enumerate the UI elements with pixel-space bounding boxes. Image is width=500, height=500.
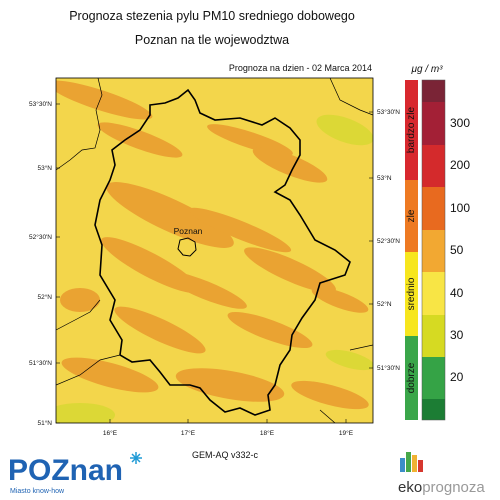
lat-label-left: 53°N: [37, 164, 52, 172]
lat-label-right: 53°30'N: [377, 108, 400, 116]
lat-label-left: 53°30'N: [29, 100, 52, 108]
legend-level: 300: [450, 116, 470, 130]
legend-level: 30: [450, 328, 464, 342]
legend-level: 40: [450, 286, 464, 300]
legend-level: 100: [450, 201, 470, 215]
lat-label-left: 51°N: [37, 419, 52, 427]
title: Prognoza stezenia pylu PM10 sredniego do…: [69, 9, 355, 23]
legend-category: bardzo zle: [406, 106, 417, 153]
legend-category: srednio: [406, 277, 417, 310]
lon-label: 16°E: [103, 429, 118, 437]
legend-category: zle: [406, 209, 417, 222]
lat-label-right: 51°30'N: [377, 364, 400, 372]
subtitle: Poznan na tle wojewodztwa: [135, 33, 289, 47]
brand-prefix: eko: [398, 479, 422, 496]
brand-suffix: prognoza: [422, 479, 485, 496]
lat-label-left: 52°N: [37, 293, 52, 301]
map-field: [56, 78, 373, 423]
brand-logo: ekoprognoza: [398, 479, 485, 496]
city-logo: POZnan: [8, 454, 123, 487]
legend-unit: μg / m³: [410, 64, 443, 75]
legend-scale-bar: [421, 79, 446, 421]
lat-label-right: 53°N: [377, 174, 392, 182]
legend-level: 20: [450, 370, 464, 384]
model-label: GEM-AQ v332-c: [192, 450, 259, 460]
legend-level: 200: [450, 158, 470, 172]
forecast-date: Prognoza na dzien - 02 Marca 2014: [229, 63, 372, 73]
lon-label: 19°E: [339, 429, 354, 437]
city-slogan: Miasto know-how: [10, 488, 65, 495]
logo-star: [130, 452, 142, 464]
lat-label-right: 52°N: [377, 300, 392, 308]
city-label: Poznan: [174, 226, 203, 236]
legend-level: 50: [450, 243, 464, 257]
map-frame: [55, 77, 374, 424]
lon-label: 18°E: [260, 429, 275, 437]
legend-category: dobrze: [406, 362, 417, 393]
legend-category-bar: [405, 80, 418, 420]
lat-label-left: 51°30'N: [29, 359, 52, 367]
lat-label-right: 52°30'N: [377, 237, 400, 245]
brand-icon: [400, 452, 423, 472]
lon-label: 17°E: [181, 429, 196, 437]
lat-label-left: 52°30'N: [29, 233, 52, 241]
